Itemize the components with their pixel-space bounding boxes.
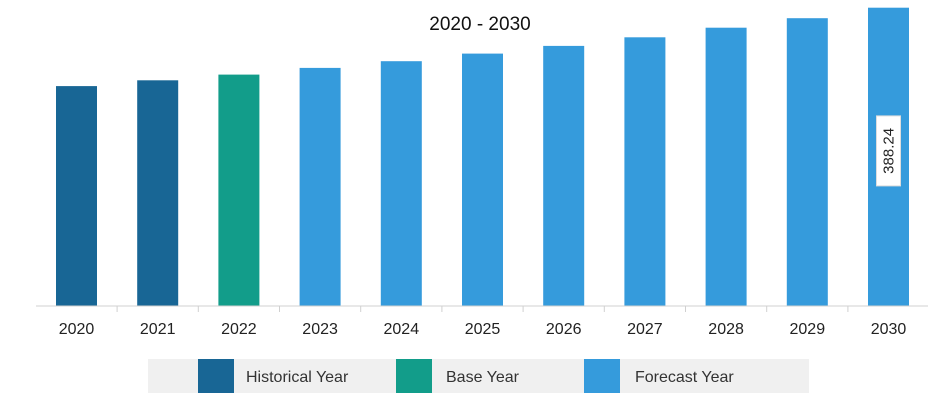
data-label-2030: 388.24 (876, 115, 901, 187)
legend: Historical Year Base Year Forecast Year (148, 359, 809, 393)
data-label-box (876, 115, 901, 187)
data-label-text: 388.24 (881, 128, 898, 174)
data-labels-group: 388.24 (876, 115, 901, 187)
legend-label-base: Base Year (446, 369, 520, 386)
bar-2027 (624, 37, 666, 307)
x-tick-label-2027: 2027 (627, 321, 663, 338)
bar-2023 (299, 67, 341, 307)
bar-2029 (786, 18, 828, 306)
bar-2021 (137, 80, 179, 306)
x-tick-label-2021: 2021 (140, 321, 176, 338)
bars-group (56, 7, 909, 307)
legend-background (148, 359, 809, 393)
x-tick-label-2023: 2023 (302, 321, 338, 338)
x-axis-ticks: 2020 2021 2022 2023 2024 2025 2026 2027 2028 2029… (59, 306, 907, 338)
legend-swatch-base (396, 359, 432, 393)
legend-label-historical: Historical Year (246, 369, 349, 386)
bar-2028 (705, 27, 747, 306)
legend-swatch-historical (198, 359, 234, 393)
legend-swatch-forecast (584, 359, 620, 393)
x-tick-label-2028: 2028 (708, 321, 744, 338)
x-tick-label-2030: 2030 (871, 321, 907, 338)
bar-2022 (218, 74, 260, 306)
bar-2025 (462, 53, 503, 306)
x-tick-label-2024: 2024 (384, 321, 420, 338)
bar-2020 (56, 86, 97, 306)
bar-2024 (380, 61, 422, 307)
x-tick-label-2029: 2029 (790, 321, 826, 338)
x-tick-label-2022: 2022 (221, 321, 257, 338)
chart-title: 2020 - 2030 (429, 14, 530, 35)
x-tick-label-2020: 2020 (59, 321, 95, 338)
x-tick-label-2025: 2025 (465, 321, 501, 338)
bar-2026 (543, 45, 585, 307)
x-tick-label-2026: 2026 (546, 321, 582, 338)
legend-label-forecast: Forecast Year (635, 369, 734, 386)
